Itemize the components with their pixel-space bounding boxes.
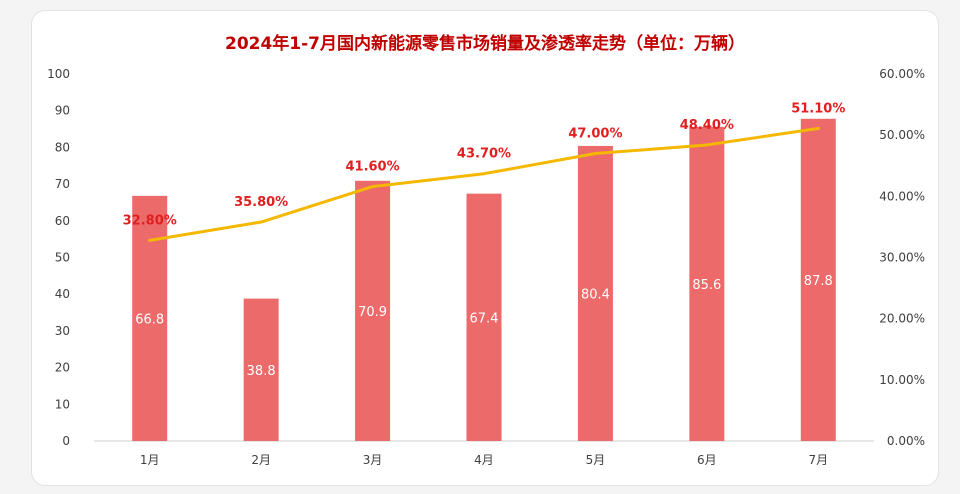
left-y-tick: 0 bbox=[62, 434, 70, 448]
bar bbox=[466, 193, 502, 441]
line-point bbox=[482, 172, 486, 176]
left-y-tick: 40 bbox=[55, 287, 70, 301]
left-y-tick: 80 bbox=[55, 140, 70, 154]
right-y-tick: 10.00% bbox=[879, 373, 925, 387]
x-tick-label: 6月 bbox=[697, 453, 717, 467]
bar-value-label: 80.4 bbox=[581, 287, 610, 302]
left-y-tick: 10 bbox=[55, 397, 70, 411]
line-point bbox=[371, 185, 375, 189]
bar-value-label: 85.6 bbox=[692, 278, 721, 293]
right-y-tick: 40.00% bbox=[879, 189, 925, 203]
chart-card: 2024年1-7月国内新能源零售市场销量及渗透率走势（单位：万辆） 0 10 20 3… bbox=[31, 10, 939, 486]
bar bbox=[577, 145, 613, 441]
bar bbox=[355, 180, 391, 441]
bar-value-label: 66.8 bbox=[135, 312, 164, 327]
right-y-tick: 0.00% bbox=[887, 434, 925, 448]
bar bbox=[243, 298, 279, 441]
line-point bbox=[593, 152, 597, 156]
bar-value-labels: 66.8 38.8 70.9 67.4 80.4 85.6 87.8 bbox=[135, 274, 833, 379]
left-y-tick: 70 bbox=[55, 177, 70, 191]
line-point bbox=[816, 126, 820, 130]
x-tick-label: 5月 bbox=[586, 453, 606, 467]
line-value-label: 32.80% bbox=[123, 213, 177, 228]
bar-value-label: 87.8 bbox=[804, 274, 833, 289]
x-tick-label: 3月 bbox=[363, 453, 383, 467]
line-value-label: 35.80% bbox=[234, 195, 288, 210]
bar-value-label: 38.8 bbox=[247, 364, 276, 379]
x-axis-ticks: 1月 2月 3月 4月 5月 6月 7月 bbox=[140, 453, 828, 467]
left-y-tick: 50 bbox=[55, 251, 70, 265]
chart-title: 2024年1-7月国内新能源零售市场销量及渗透率走势（单位：万辆） bbox=[225, 33, 745, 54]
left-y-tick: 20 bbox=[55, 361, 70, 375]
left-y-tick: 100 bbox=[47, 67, 70, 81]
x-tick-label: 7月 bbox=[808, 453, 828, 467]
line-point bbox=[705, 143, 709, 147]
bar bbox=[800, 118, 836, 442]
right-y-tick: 60.00% bbox=[879, 67, 925, 81]
line-point bbox=[148, 238, 152, 242]
left-y-tick: 60 bbox=[55, 214, 70, 228]
bar-series bbox=[132, 118, 836, 442]
x-tick-label: 2月 bbox=[251, 453, 271, 467]
combo-chart: 2024年1-7月国内新能源零售市场销量及渗透率走势（单位：万辆） 0 10 20 3… bbox=[47, 33, 925, 467]
bar bbox=[132, 195, 168, 441]
x-tick-label: 1月 bbox=[140, 453, 160, 467]
bar-value-label: 67.4 bbox=[470, 311, 499, 326]
x-tick-label: 4月 bbox=[474, 453, 494, 467]
line-value-labels: 32.80% 35.80% 41.60% 43.70% 47.00% 48.40% 51.1… bbox=[123, 101, 846, 228]
right-y-axis: 0.00% 10.00% 20.00% 30.00% 40.00% 50.00% 60.00… bbox=[879, 67, 925, 448]
line-point bbox=[259, 220, 263, 224]
line-value-label: 41.60% bbox=[345, 160, 399, 175]
left-y-tick: 90 bbox=[55, 104, 70, 118]
line-value-label: 48.40% bbox=[680, 118, 734, 133]
right-y-tick: 30.00% bbox=[879, 251, 925, 265]
line-value-label: 43.70% bbox=[457, 147, 511, 162]
bar-value-label: 70.9 bbox=[358, 305, 387, 320]
right-y-tick: 20.00% bbox=[879, 312, 925, 326]
right-y-tick: 50.00% bbox=[879, 128, 925, 142]
line-series bbox=[148, 126, 820, 242]
left-y-tick: 30 bbox=[55, 324, 70, 338]
line-value-label: 47.00% bbox=[568, 127, 622, 142]
line-value-label: 51.10% bbox=[791, 101, 845, 116]
left-y-axis: 0 10 20 30 40 50 60 70 80 90 100 bbox=[47, 67, 70, 448]
bar bbox=[689, 126, 725, 442]
